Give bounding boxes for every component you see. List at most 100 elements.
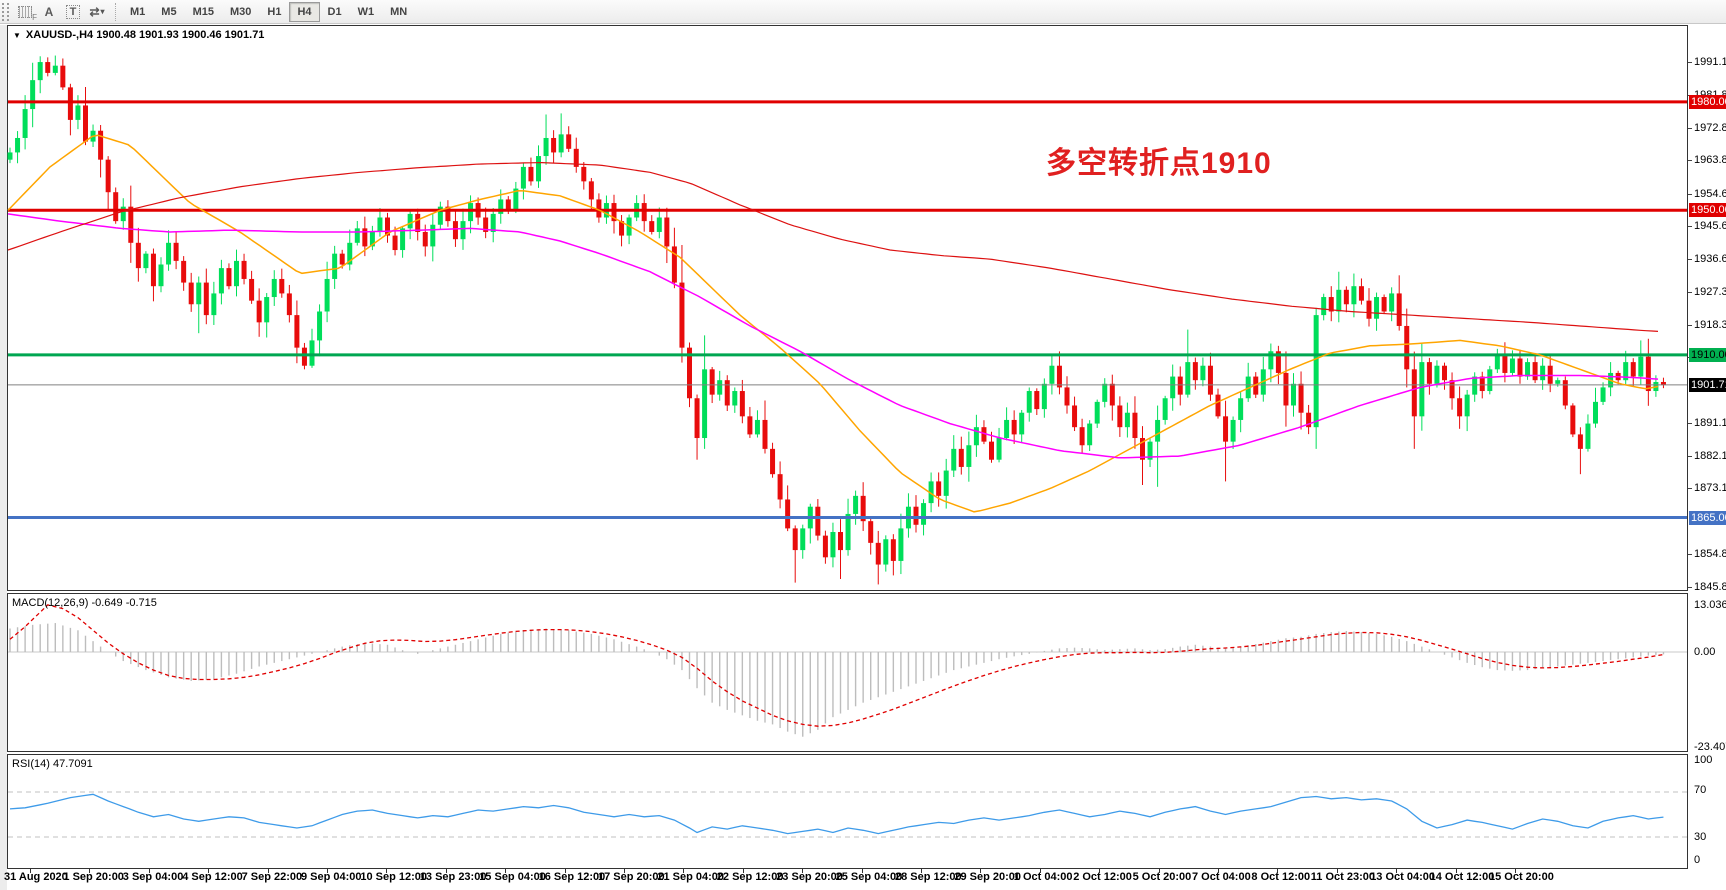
- price-tick-label: 1945.60: [1694, 220, 1726, 233]
- time-axis-tick: [30, 869, 31, 873]
- time-axis-label[interactable]: 3 Sep 04:00: [122, 871, 184, 883]
- time-axis-tick: [564, 869, 566, 873]
- time-axis-label[interactable]: 11 Oct 23:00: [1310, 871, 1376, 883]
- time-axis-tick: [683, 869, 685, 873]
- time-axis-tick: [742, 869, 744, 873]
- time-axis-label[interactable]: 7 Oct 04:00: [1192, 871, 1251, 883]
- toolbar: F A T ⇄ ▾ M1 M5 M15 M30 H1 H4 D1 W1 MN: [0, 0, 1726, 24]
- time-axis-label[interactable]: 10 Sep 12:00: [360, 871, 428, 883]
- timeframe-button-w1[interactable]: W1: [357, 5, 375, 18]
- rsi-label: RSI(14) 47.7091: [12, 758, 93, 770]
- price-tick-mark: [1688, 127, 1692, 129]
- price-tick-label: 1873.10: [1694, 482, 1726, 495]
- time-axis-label[interactable]: 15 Oct 20:00: [1489, 871, 1554, 883]
- price-tick-mark: [1688, 226, 1692, 228]
- toolbar-separator: [115, 2, 116, 21]
- time-axis-tick: [267, 869, 269, 873]
- time-axis-label[interactable]: 25 Sep 04:00: [835, 871, 903, 883]
- time-axis-tick: [1515, 869, 1516, 873]
- timeframe-button-m1[interactable]: M1: [130, 5, 146, 18]
- time-axis-label[interactable]: 7 Sep 22:00: [241, 871, 303, 883]
- time-axis-tick: [445, 869, 447, 873]
- price-tick-mark: [1688, 324, 1692, 326]
- price-scale-column[interactable]: [1688, 25, 1726, 869]
- timeframe-button-m5[interactable]: M5: [161, 5, 177, 18]
- timeframe-button-m15[interactable]: M15: [192, 5, 214, 18]
- time-axis-tick: [980, 869, 982, 873]
- time-axis-label[interactable]: 13 Sep 23:00: [419, 871, 487, 883]
- time-axis-label[interactable]: 15 Sep 04:00: [479, 871, 546, 883]
- time-axis-label[interactable]: 9 Sep 04:00: [301, 871, 362, 883]
- time-axis-label[interactable]: 1 Sep 20:00: [63, 871, 124, 883]
- grid-f-icon[interactable]: F: [15, 3, 37, 22]
- time-axis-label[interactable]: 29 Sep 20:00: [954, 871, 1022, 883]
- rsi-panel[interactable]: [7, 754, 1688, 869]
- time-axis-label[interactable]: 21 Sep 04:00: [657, 871, 725, 883]
- time-axis-label[interactable]: 1 Oct 04:00: [1013, 871, 1073, 883]
- annotation-text: 多空转折点1910: [1046, 147, 1272, 180]
- dropdown-caret-icon[interactable]: ▾: [100, 7, 105, 16]
- time-axis-tick: [1455, 869, 1457, 873]
- text-a-icon[interactable]: A: [44, 4, 54, 19]
- time-axis-label[interactable]: 2 Oct 12:00: [1073, 871, 1132, 883]
- text-box-icon[interactable]: T: [63, 3, 83, 21]
- price-tick-label: 1936.60: [1694, 252, 1726, 265]
- time-axis-label[interactable]: 8 Oct 12:00: [1251, 871, 1311, 883]
- time-axis-tick: [1158, 869, 1160, 873]
- time-axis-label[interactable]: 17 Sep 20:00: [598, 871, 665, 883]
- toolbar-grip[interactable]: [2, 2, 9, 21]
- timeframe-button-d1[interactable]: D1: [327, 5, 342, 18]
- price-level-label: 1910.00: [1689, 347, 1726, 362]
- price-tick-label: 1972.85: [1694, 121, 1726, 134]
- price-tick-label: 1891.10: [1694, 417, 1726, 430]
- chart-title-text: XAUUSD-,H4 1900.48 1901.93 1900.46 1901.…: [25, 29, 265, 41]
- price-tick-label: 1954.60: [1694, 187, 1726, 200]
- symbol-dropdown-icon[interactable]: ▼: [13, 30, 21, 40]
- time-axis-label[interactable]: 5 Oct 20:00: [1132, 871, 1192, 883]
- rsi-scale-label: 70: [1694, 784, 1707, 796]
- time-axis-tick: [1277, 869, 1279, 873]
- macd-scale-label: 13.036: [1694, 599, 1726, 611]
- rsi-line: [9, 793, 1664, 835]
- time-axis-tick: [1039, 869, 1041, 873]
- time-axis-label[interactable]: 14 Oct 12:00: [1429, 871, 1495, 883]
- time-axis-label[interactable]: 16 Sep 12:00: [538, 871, 606, 883]
- time-axis-label[interactable]: 22 Sep 12:00: [716, 871, 784, 883]
- timeframe-button-h4[interactable]: H4: [289, 1, 320, 22]
- price-tick-label: 1882.10: [1694, 449, 1726, 462]
- rsi-scale-label: 0: [1694, 854, 1701, 866]
- price-tick-mark: [1688, 61, 1692, 63]
- timeframe-button-h1[interactable]: H1: [267, 5, 282, 18]
- time-axis-label[interactable]: 23 Sep 20:00: [776, 871, 843, 883]
- price-tick-mark: [1688, 193, 1692, 195]
- ma-slow-red: [7, 161, 1659, 332]
- time-axis-label[interactable]: 28 Sep 12:00: [895, 871, 962, 883]
- price-tick-mark: [1688, 258, 1692, 260]
- price-tick-label: 1963.85: [1694, 154, 1726, 167]
- cursor-modes-icon[interactable]: ⇄ ▾: [89, 4, 105, 19]
- time-axis-tick: [386, 869, 388, 873]
- price-tick-label: 1927.35: [1694, 286, 1726, 299]
- time-axis-label[interactable]: 4 Sep 12:00: [182, 871, 243, 883]
- price-level-label: 1865.00: [1689, 510, 1726, 525]
- time-axis-tick: [1218, 869, 1219, 873]
- price-tick-label: 1918.35: [1694, 318, 1726, 331]
- time-axis-label[interactable]: 31 Aug 2020: [4, 871, 68, 883]
- timeframe-button-mn[interactable]: MN: [390, 5, 408, 18]
- timeframe-button-m30[interactable]: M30: [229, 5, 252, 18]
- time-axis-tick: [802, 869, 804, 873]
- time-axis-label[interactable]: 13 Oct 04:00: [1370, 871, 1436, 883]
- time-axis-tick: [89, 869, 91, 873]
- price-level-label: 1980.00: [1689, 94, 1726, 109]
- price-tick-mark: [1688, 488, 1692, 490]
- price-tick-mark: [1688, 455, 1692, 457]
- time-axis-tick: [208, 869, 210, 873]
- rsi-scale-label: 30: [1694, 831, 1707, 843]
- price-tick-label: 1845.85: [1694, 580, 1726, 593]
- time-axis-tick: [1099, 869, 1101, 873]
- price-tick-label: 1991.10: [1694, 55, 1726, 68]
- price-level-label: 1901.71: [1689, 377, 1726, 392]
- time-axis-tick: [861, 869, 863, 873]
